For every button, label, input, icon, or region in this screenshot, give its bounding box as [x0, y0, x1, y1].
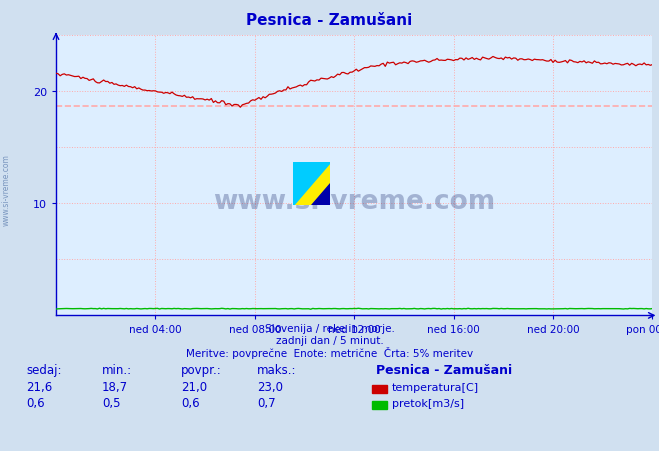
Text: maks.:: maks.:: [257, 364, 297, 377]
Text: min.:: min.:: [102, 364, 132, 377]
Text: 21,0: 21,0: [181, 380, 208, 393]
Text: zadnji dan / 5 minut.: zadnji dan / 5 minut.: [275, 336, 384, 345]
Text: sedaj:: sedaj:: [26, 364, 62, 377]
Text: temperatura[C]: temperatura[C]: [392, 382, 479, 391]
Text: Pesnica - Zamušani: Pesnica - Zamušani: [376, 364, 512, 377]
Text: 0,6: 0,6: [181, 396, 200, 409]
Text: 0,6: 0,6: [26, 396, 45, 409]
Text: 0,7: 0,7: [257, 396, 275, 409]
Polygon shape: [312, 184, 330, 205]
Text: pretok[m3/s]: pretok[m3/s]: [392, 398, 464, 408]
Text: Meritve: povprečne  Enote: metrične  Črta: 5% meritev: Meritve: povprečne Enote: metrične Črta:…: [186, 346, 473, 358]
Text: www.si-vreme.com: www.si-vreme.com: [213, 188, 496, 214]
Text: 0,5: 0,5: [102, 396, 121, 409]
Text: 18,7: 18,7: [102, 380, 129, 393]
Text: Pesnica - Zamušani: Pesnica - Zamušani: [246, 13, 413, 28]
Text: www.si-vreme.com: www.si-vreme.com: [2, 153, 11, 226]
Text: 23,0: 23,0: [257, 380, 283, 393]
Text: povpr.:: povpr.:: [181, 364, 222, 377]
Polygon shape: [293, 162, 330, 205]
Text: 21,6: 21,6: [26, 380, 53, 393]
Text: Slovenija / reke in morje.: Slovenija / reke in morje.: [264, 323, 395, 333]
Polygon shape: [293, 162, 330, 205]
